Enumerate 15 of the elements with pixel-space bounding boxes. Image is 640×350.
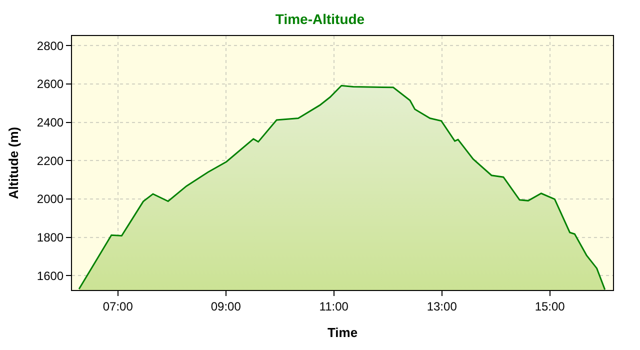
y-tick-label: 1600: [36, 268, 64, 283]
y-axis-title: Altitude (m): [6, 126, 21, 200]
y-tick-label: 2400: [36, 115, 64, 130]
x-tick-label: 15:00: [534, 299, 566, 314]
chart-title: Time-Altitude: [275, 10, 365, 27]
x-tick-label: 07:00: [102, 299, 134, 314]
x-tick-label: 11:00: [319, 299, 349, 314]
y-tick-label: 2200: [36, 154, 64, 168]
y-tick-label: 2000: [36, 192, 64, 206]
y-tick-label: 2800: [36, 38, 64, 53]
y-tick-label: 2600: [36, 77, 64, 92]
y-tick-label: 1800: [36, 230, 64, 244]
x-axis-title: Time: [327, 325, 358, 340]
x-tick-label: 13:00: [426, 299, 458, 314]
x-tick-label: 09:00: [210, 299, 242, 314]
